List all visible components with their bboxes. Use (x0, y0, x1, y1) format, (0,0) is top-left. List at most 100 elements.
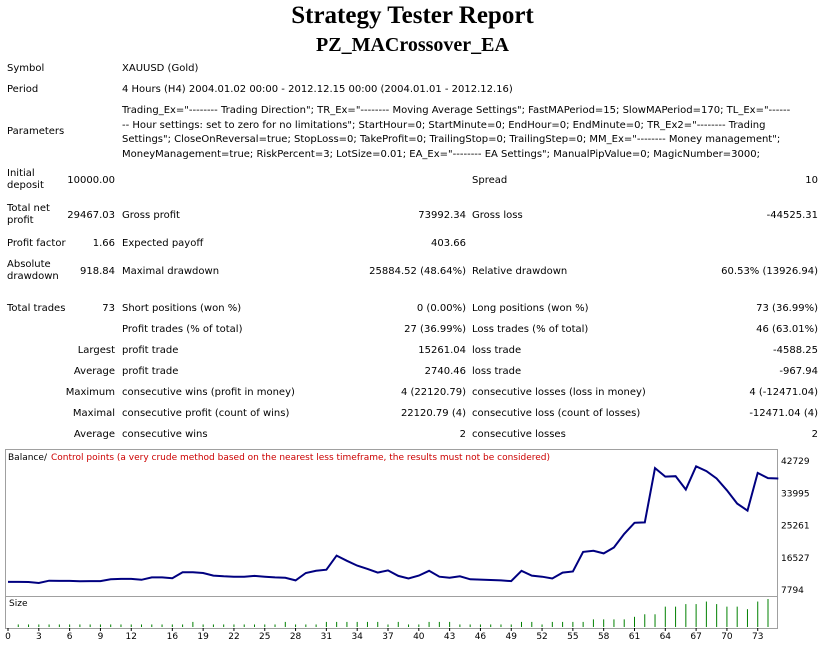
average-loss-value: -967.94 (779, 366, 818, 377)
y-tick-label: 42729 (781, 457, 810, 467)
total-trades-value: 73 (102, 303, 115, 314)
x-tick-label: 49 (506, 632, 518, 642)
maximal-cons-loss-value: -12471.04 (4) (749, 408, 818, 419)
size-bars (17, 599, 769, 627)
spread-label: Spread (472, 175, 508, 186)
average-label: Average (73, 366, 115, 377)
avg-cons-losses-value: 2 (811, 429, 818, 440)
maximal-drawdown-value: 25884.52 (48.64%) (369, 266, 466, 277)
x-tick-label: 73 (752, 632, 763, 642)
x-tick-label: 58 (598, 632, 610, 642)
x-tick-label: 19 (197, 632, 209, 642)
x-tick-label: 22 (228, 632, 239, 642)
x-tick-label: 37 (382, 632, 393, 642)
initial-deposit-label: Initial deposit (7, 168, 44, 191)
x-tick-label: 70 (721, 632, 733, 642)
x-tick-label: 43 (444, 632, 455, 642)
total-net-profit-label: Total net profit (7, 203, 50, 226)
x-tick-label: 55 (567, 632, 578, 642)
maximal-drawdown-label: Maximal drawdown (122, 266, 220, 277)
y-tick-label: 16527 (781, 554, 810, 564)
x-tick-label: 40 (413, 632, 425, 642)
x-tick-label: 16 (167, 632, 179, 642)
parameters-value: Trading_Ex="-------- Trading Direction";… (122, 105, 791, 160)
y-tick-label: 7794 (781, 586, 804, 596)
average-profit-label: profit trade (122, 366, 179, 377)
x-tick-label: 46 (475, 632, 487, 642)
short-positions-value: 0 (0.00%) (416, 303, 466, 314)
loss-trades-label: Loss trades (% of total) (472, 324, 589, 335)
maximal-cons-loss-label: consecutive loss (count of losses) (472, 408, 641, 419)
profit-factor-label: Profit factor (7, 238, 66, 249)
relative-drawdown-label: Relative drawdown (472, 266, 568, 277)
long-positions-label: Long positions (won %) (472, 303, 589, 314)
maximum-label: Maximum (65, 387, 115, 398)
profit-trades-value: 27 (36.99%) (404, 324, 466, 335)
maximal-cons-profit-value: 22120.79 (4) (400, 408, 466, 419)
largest-profit-label: profit trade (122, 345, 179, 356)
x-tick-label: 64 (660, 632, 672, 642)
gross-loss-value: -44525.31 (766, 210, 818, 221)
x-tick-label: 25 (259, 632, 270, 642)
gross-profit-label: Gross profit (122, 210, 180, 221)
symbol-value: XAUUSD (Gold) (122, 63, 199, 74)
max-cons-losses-label: consecutive losses (loss in money) (472, 387, 646, 398)
absolute-drawdown-value: 918.84 (80, 266, 115, 277)
x-axis-ticks: 0 3 6 9 12 16 19 22 25 28 31 34 37 40 43 46 49 52 55 58 61 64… (5, 628, 763, 642)
max-cons-wins-value: 4 (22120.79) (400, 387, 466, 398)
size-panel (5, 596, 778, 629)
max-cons-wins-label: consecutive wins (profit in money) (122, 387, 295, 398)
maximal-cons-profit-label: consecutive profit (count of wins) (122, 408, 290, 419)
report-subtitle: PZ_MACrossover_EA (316, 34, 509, 56)
x-tick-label: 52 (536, 632, 547, 642)
largest-label: Largest (77, 345, 115, 356)
avg-cons-wins-label: consecutive wins (122, 429, 208, 440)
maximal-label: Maximal (72, 408, 115, 419)
average-loss-label: loss trade (472, 366, 522, 377)
x-tick-label: 6 (67, 632, 73, 642)
average-profit-value: 2740.46 (424, 366, 466, 377)
period-label: Period (7, 84, 39, 95)
x-tick-label: 31 (321, 632, 332, 642)
expected-payoff-value: 403.66 (431, 238, 466, 249)
profit-trades-label: Profit trades (% of total) (122, 324, 243, 335)
x-tick-label: 34 (351, 632, 363, 642)
balance-line (8, 464, 779, 585)
long-positions-value: 73 (36.99%) (756, 303, 818, 314)
legend-separator: / (44, 453, 48, 463)
parameters-label: Parameters (7, 126, 65, 137)
x-tick-label: 3 (36, 632, 42, 642)
period-value: 4 Hours (H4) 2004.01.02 00:00 - 2012.12.… (122, 84, 513, 95)
legend-control-points: Control points (a very crude method base… (51, 453, 550, 463)
report-title: Strategy Tester Report (291, 2, 534, 29)
x-tick-label: 0 (5, 632, 11, 642)
loss-trades-value: 46 (63.01%) (756, 324, 818, 335)
avg-cons-losses-label: consecutive losses (472, 429, 566, 440)
y-tick-label: 25261 (781, 522, 810, 532)
legend-balance: Balance (8, 453, 44, 463)
balance-panel (5, 449, 778, 597)
absolute-drawdown-label: Absolute drawdown (7, 259, 59, 282)
short-positions-label: Short positions (won %) (122, 303, 242, 314)
x-tick-label: 9 (98, 632, 104, 642)
initial-deposit-value: 10000.00 (67, 175, 115, 186)
profit-factor-value: 1.66 (92, 238, 115, 249)
y-tick-label: 33995 (781, 489, 810, 499)
x-tick-label: 28 (290, 632, 302, 642)
y-axis-ticks: 42729 33995 25261 16527 7794 (781, 457, 810, 596)
relative-drawdown-value: 60.53% (13926.94) (721, 266, 818, 277)
spread-value: 10 (805, 175, 818, 186)
x-tick-label: 67 (690, 632, 701, 642)
max-cons-losses-value: 4 (-12471.04) (749, 387, 818, 398)
largest-profit-value: 15261.04 (418, 345, 466, 356)
avg-label: Average (73, 429, 115, 440)
size-label: Size (9, 599, 28, 609)
gross-loss-label: Gross loss (472, 210, 523, 221)
balance-chart: Balance / Control points (a very crude m… (5, 449, 810, 642)
total-trades-label: Total trades (7, 303, 66, 314)
gross-profit-value: 73992.34 (418, 210, 466, 221)
largest-loss-value: -4588.25 (773, 345, 818, 356)
avg-cons-wins-value: 2 (459, 429, 466, 440)
x-tick-label: 61 (629, 632, 640, 642)
largest-loss-label: loss trade (472, 345, 522, 356)
